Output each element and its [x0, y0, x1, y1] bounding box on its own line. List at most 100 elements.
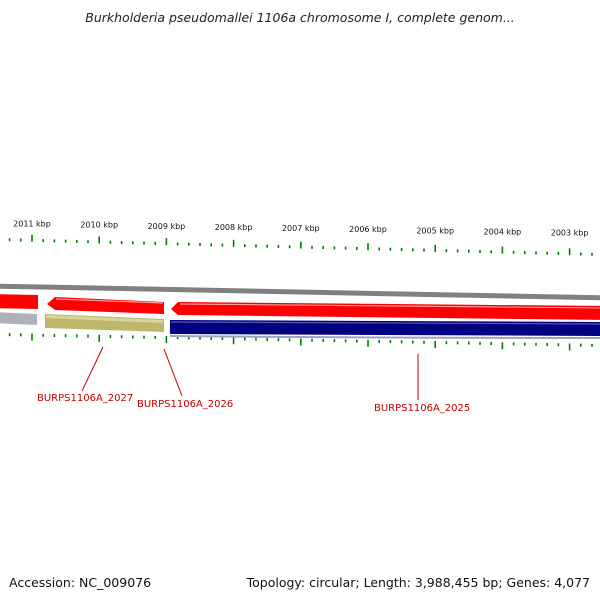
upper-minor-tick — [423, 248, 425, 252]
upper-minor-tick — [266, 244, 268, 248]
upper-minor-tick — [20, 238, 22, 242]
navy-feature-highlight — [170, 321, 600, 325]
lower-minor-tick — [479, 341, 481, 345]
kbp-tick-label: 2006 kbp — [349, 225, 387, 234]
lower-major-tick — [300, 338, 302, 346]
gene-label-2027[interactable]: BURPS1106A_2027 — [37, 393, 133, 404]
upper-major-tick — [165, 238, 168, 246]
upper-minor-tick — [322, 246, 324, 250]
lower-minor-tick — [143, 335, 145, 339]
upper-minor-tick — [524, 251, 526, 255]
lower-minor-tick — [255, 337, 257, 341]
gene-callouts: BURPS1106A_2027 BURPS1106A_2026 BURPS110… — [37, 346, 470, 414]
lower-minor-tick — [64, 334, 67, 338]
upper-minor-tick — [591, 252, 593, 256]
lower-minor-tick — [42, 333, 44, 337]
lower-minor-tick — [344, 339, 347, 343]
lower-major-tick — [568, 343, 571, 351]
upper-minor-tick — [512, 250, 515, 254]
lower-minor-tick — [221, 337, 224, 341]
upper-minor-tick — [255, 244, 257, 248]
inner-backbone-arc — [169, 335, 600, 339]
kbp-tick-label: 2003 kbp — [551, 228, 589, 237]
lower-minor-tick — [244, 337, 246, 341]
upper-major-tick — [568, 248, 571, 256]
upper-minor-tick — [8, 238, 11, 242]
upper-minor-tick — [210, 243, 212, 247]
kbp-tick-label: 2009 kbp — [148, 222, 186, 231]
upper-minor-tick — [580, 252, 582, 256]
upper-major-tick — [232, 239, 235, 247]
upper-minor-tick — [176, 242, 179, 246]
khaki-feature-highlight — [46, 315, 163, 323]
callout-line-2026 — [163, 348, 183, 397]
lower-minor-tick — [311, 338, 313, 342]
lower-minor-tick — [109, 335, 112, 339]
lower-minor-tick — [120, 335, 123, 339]
lower-minor-tick — [210, 336, 212, 340]
lower-minor-tick — [356, 339, 358, 343]
lower-minor-tick — [322, 338, 324, 342]
lower-minor-tick — [20, 333, 22, 337]
lower-minor-tick — [87, 334, 89, 338]
lower-minor-tick — [288, 338, 291, 342]
gene-label-2025[interactable]: BURPS1106A_2025 — [374, 403, 470, 414]
upper-minor-tick — [445, 249, 448, 253]
callout-line-2027 — [81, 346, 104, 392]
map-title: Burkholderia pseudomallei 1106a chromoso… — [85, 10, 515, 25]
upper-minor-tick — [87, 240, 89, 244]
upper-minor-tick — [288, 245, 291, 249]
accession-text: Accession: NC_009076 — [9, 575, 152, 590]
upper-minor-tick — [199, 243, 201, 246]
lower-minor-tick — [557, 343, 560, 347]
lower-minor-tick — [188, 336, 190, 340]
feature-arrow-left[interactable] — [0, 294, 38, 309]
upper-minor-tick — [221, 243, 224, 247]
lower-major-tick — [98, 334, 100, 342]
upper-major-tick — [501, 246, 504, 254]
backbone-arc — [0, 283, 600, 301]
lower-minor-tick — [524, 342, 526, 346]
upper-minor-tick — [53, 239, 56, 243]
lower-minor-tick — [456, 341, 459, 345]
lower-minor-tick — [512, 342, 515, 346]
lower-minor-tick — [423, 340, 425, 344]
lower-major-tick — [367, 339, 369, 347]
upper-minor-tick — [468, 249, 470, 253]
lower-minor-tick — [389, 340, 392, 344]
upper-minor-tick — [188, 242, 190, 246]
upper-minor-tick — [344, 246, 347, 250]
feature-arrow-2026[interactable] — [47, 297, 164, 314]
grey-feature[interactable] — [0, 312, 37, 325]
lower-minor-tick — [8, 333, 11, 337]
lower-major-tick — [31, 333, 33, 341]
lower-minor-tick — [277, 338, 280, 342]
lower-minor-tick — [132, 335, 134, 339]
kbp-tick-label: 2011 kbp — [13, 220, 51, 229]
lower-minor-tick — [333, 339, 336, 343]
lower-minor-tick — [378, 339, 380, 343]
upper-minor-tick — [356, 246, 358, 250]
upper-minor-tick — [546, 251, 548, 255]
lower-minor-tick — [490, 342, 492, 346]
kbp-tick-label: 2008 kbp — [215, 223, 253, 232]
upper-minor-tick — [154, 241, 156, 245]
kbp-label-track: 2011 kbp 2010 kbp 2009 kbp 2008 kbp 2007 kbp… — [13, 220, 588, 238]
lower-major-tick — [232, 337, 235, 345]
upper-minor-tick — [143, 241, 145, 245]
upper-minor-tick — [456, 249, 459, 253]
upper-minor-tick — [277, 244, 280, 248]
upper-minor-tick — [120, 241, 123, 245]
upper-minor-tick — [535, 251, 537, 255]
lower-major-tick — [165, 336, 168, 344]
lower-major-tick — [501, 342, 504, 350]
upper-minor-tick — [479, 250, 481, 253]
lower-minor-tick — [535, 342, 537, 346]
lower-minor-tick — [266, 337, 268, 341]
kbp-tick-label: 2007 kbp — [282, 224, 320, 233]
kbp-tick-label: 2004 kbp — [484, 227, 522, 236]
gene-label-2026[interactable]: BURPS1106A_2026 — [137, 399, 233, 410]
upper-minor-tick — [389, 247, 392, 251]
topology-text: Topology: circular; Length: 3,988,455 bp… — [246, 575, 590, 590]
